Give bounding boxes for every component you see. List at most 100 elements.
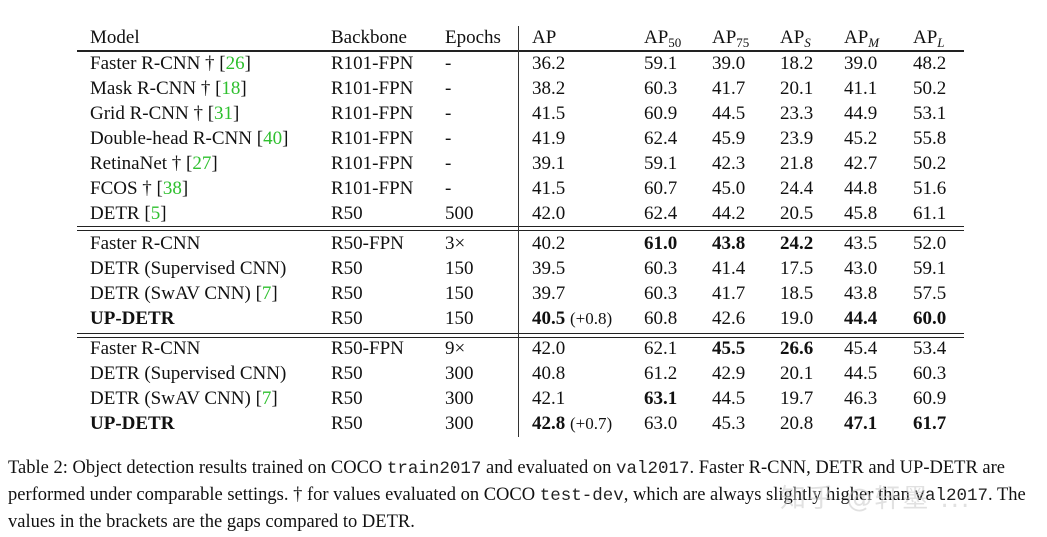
backbone-cell: R50 [331,308,363,329]
epochs-cell: - [445,153,452,174]
citation-link[interactable]: 7 [261,283,272,304]
ap-cell: 39.5 [532,258,566,279]
model-cell: DETR (SwAV CNN) [7] [90,388,278,409]
apm-cell: 45.8 [844,203,878,224]
model-cell: DETR (Supervised CNN) [90,363,287,384]
ap50-cell: 60.8 [644,308,678,329]
ap-cell: 40.5 (+0.8) [532,308,613,329]
code-train2017: train2017 [386,459,482,479]
apm-cell: 46.3 [844,388,878,409]
aps-cell: 20.1 [780,78,814,99]
epochs-cell: 500 [445,203,474,224]
model-cell: DETR (SwAV CNN) [7] [90,283,278,304]
model-cell: Grid R-CNN † [31] [90,103,240,124]
header-ap75: AP75 [712,27,750,50]
ap50-cell: 59.1 [644,53,678,74]
citation-link[interactable]: 18 [221,78,241,99]
backbone-cell: R50 [331,258,363,279]
model-cell: FCOS † [38] [90,178,189,199]
header-apm: APM [844,27,880,50]
table-row: DETR (SwAV CNN) [7] R50 150 39.7 60.3 41… [0,281,1047,306]
header-apl: APL [913,27,945,50]
ap50-cell: 59.1 [644,153,678,174]
ap-cell: 39.1 [532,153,566,174]
ap75-cell: 45.5 [712,338,746,359]
epochs-cell: - [445,78,452,99]
apm-cell: 45.4 [844,338,878,359]
backbone-cell: R101-FPN [331,103,414,124]
citation-link[interactable]: 27 [192,153,212,174]
backbone-cell: R101-FPN [331,153,414,174]
apl-cell: 60.0 [913,308,947,329]
backbone-cell: R101-FPN [331,78,414,99]
ap-cell: 42.1 [532,388,566,409]
ap50-cell: 61.2 [644,363,678,384]
ap-cell: 36.2 [532,53,566,74]
code-val2017: val2017 [914,486,989,506]
ap-gap: (+0.7) [570,414,613,433]
table-row: DETR (Supervised CNN) R50 150 39.5 60.3 … [0,256,1047,281]
aps-cell: 24.4 [780,178,814,199]
ap75-cell: 42.9 [712,363,746,384]
apl-cell: 53.4 [913,338,947,359]
ap-cell: 41.5 [532,178,566,199]
header-ap: AP [532,27,557,48]
table-row: DETR (Supervised CNN) R50 300 40.8 61.2 … [0,361,1047,386]
backbone-cell: R101-FPN [331,128,414,149]
results-table: Model Backbone Epochs AP AP50 AP75 APS A… [0,26,1047,437]
backbone-cell: R50-FPN [331,338,404,359]
table-row: UP-DETR R50 300 42.8 (+0.7) 63.0 45.3 20… [0,411,1047,436]
ap50-cell: 62.1 [644,338,678,359]
backbone-cell: R50 [331,363,363,384]
citation-link[interactable]: 40 [263,128,283,149]
model-cell: Faster R-CNN [90,233,201,254]
code-test-dev: test-dev [539,486,624,506]
ap-cell: 40.8 [532,363,566,384]
backbone-cell: R50-FPN [331,233,404,254]
epochs-cell: - [445,103,452,124]
apm-cell: 44.8 [844,178,878,199]
citation-link[interactable]: 7 [261,388,272,409]
model-cell: DETR [5] [90,203,167,224]
table-row: RetinaNet † [27] R101-FPN - 39.1 59.1 42… [0,151,1047,176]
epochs-cell: 9× [445,338,466,359]
model-cell: Faster R-CNN † [26] [90,53,251,74]
apm-cell: 43.0 [844,258,878,279]
table-caption: Table 2: Object detection results traine… [8,458,1026,532]
apm-cell: 39.0 [844,53,878,74]
group-divider-2b [77,337,964,338]
ap75-cell: 42.6 [712,308,746,329]
ap75-cell: 44.5 [712,103,746,124]
citation-link[interactable]: 26 [225,53,245,74]
header-epochs: Epochs [445,27,501,48]
citation-link[interactable]: 38 [162,178,182,199]
table-row: DETR [5] R50 500 42.0 62.4 44.2 20.5 45.… [0,201,1047,226]
apl-cell: 52.0 [913,233,947,254]
ap-cell: 39.7 [532,283,566,304]
model-cell: Faster R-CNN [90,338,201,359]
apl-cell: 61.7 [913,413,947,434]
citation-link[interactable]: 5 [150,203,161,224]
aps-cell: 20.1 [780,363,814,384]
table-row: Mask R-CNN † [18] R101-FPN - 38.2 60.3 4… [0,76,1047,101]
epochs-cell: 150 [445,308,474,329]
model-cell: UP-DETR [90,413,175,434]
apl-cell: 57.5 [913,283,947,304]
ap50-cell: 60.3 [644,283,678,304]
backbone-cell: R50 [331,203,363,224]
backbone-cell: R101-FPN [331,178,414,199]
apl-cell: 60.9 [913,388,947,409]
ap75-cell: 39.0 [712,53,746,74]
citation-link[interactable]: 31 [214,103,234,124]
ap-cell: 40.2 [532,233,566,254]
table-row: Faster R-CNN † [26] R101-FPN - 36.2 59.1… [0,51,1047,76]
apm-cell: 42.7 [844,153,878,174]
ap75-cell: 44.2 [712,203,746,224]
ap-cell: 42.0 [532,338,566,359]
aps-cell: 19.7 [780,388,814,409]
aps-cell: 23.9 [780,128,814,149]
table-row: UP-DETR R50 150 40.5 (+0.8) 60.8 42.6 19… [0,306,1047,331]
aps-cell: 21.8 [780,153,814,174]
epochs-cell: 300 [445,388,474,409]
model-cell: DETR (Supervised CNN) [90,258,287,279]
